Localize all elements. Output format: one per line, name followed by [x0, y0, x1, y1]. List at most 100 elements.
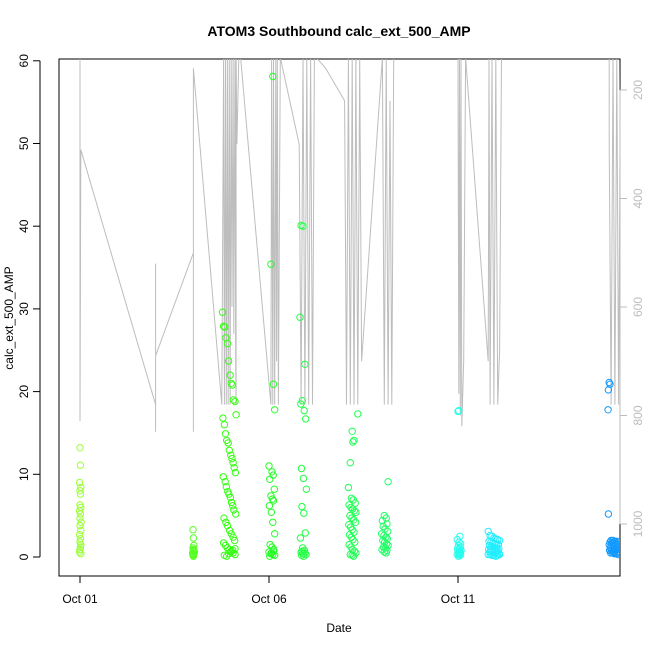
- data-point: [230, 506, 238, 514]
- data-point: [221, 478, 229, 486]
- data-point: [604, 510, 613, 518]
- data-point: [77, 550, 85, 558]
- y-tick-label: 0: [17, 553, 31, 560]
- data-point: [297, 464, 306, 473]
- data-point: [351, 518, 360, 526]
- data-point: [301, 360, 309, 368]
- data-point: [223, 339, 232, 348]
- depth-trace-group: [79, 59, 620, 432]
- data-point: [268, 468, 276, 476]
- data-point: [232, 510, 240, 518]
- data-point: [265, 462, 273, 470]
- data-point: [348, 551, 356, 559]
- data-point: [382, 549, 390, 557]
- data-point: [484, 550, 492, 559]
- data-point: [344, 483, 353, 492]
- data-point: [220, 421, 229, 429]
- data-point: [77, 526, 85, 535]
- data-point: [299, 474, 308, 483]
- right-tick-label: 800: [631, 405, 645, 425]
- data-point: [300, 509, 308, 517]
- data-point: [270, 485, 278, 493]
- data-point: [228, 454, 236, 463]
- data-point: [455, 538, 463, 546]
- series-4: [296, 221, 311, 560]
- data-point: [189, 526, 197, 534]
- data-point: [75, 531, 84, 539]
- data-point: [219, 473, 228, 481]
- data-point: [231, 545, 239, 553]
- data-point: [298, 502, 306, 511]
- data-point: [454, 552, 463, 560]
- data-point: [221, 323, 229, 331]
- data-point: [227, 379, 235, 387]
- series-2: [218, 308, 240, 560]
- data-point: [607, 549, 615, 557]
- data-point: [190, 546, 198, 555]
- data-point: [226, 526, 234, 535]
- data-point: [299, 222, 307, 230]
- data-point: [76, 514, 84, 522]
- data-point: [229, 546, 237, 555]
- data-point: [75, 548, 84, 556]
- right-tick-label: 600: [631, 297, 645, 317]
- data-point: [227, 498, 236, 507]
- data-point: [218, 308, 227, 316]
- data-point: [296, 534, 305, 542]
- y-tick-label: 30: [17, 302, 31, 316]
- data-point: [77, 518, 85, 526]
- data-point: [269, 547, 278, 555]
- data-point: [610, 550, 619, 558]
- data-point: [75, 478, 84, 487]
- data-point: [225, 490, 233, 498]
- data-point: [348, 427, 356, 435]
- data-point: [268, 495, 277, 503]
- data-point: [222, 483, 231, 491]
- data-point: [269, 497, 278, 505]
- data-point: [228, 381, 237, 389]
- data-point: [382, 514, 390, 522]
- data-point: [271, 530, 279, 538]
- data-point: [352, 508, 360, 516]
- data-point: [229, 396, 238, 404]
- data-point: [226, 371, 234, 379]
- series-1: [188, 526, 198, 560]
- data-point: [604, 406, 612, 414]
- y-tick-label: 20: [17, 385, 31, 399]
- data-point: [224, 439, 232, 447]
- series-6: [377, 478, 392, 557]
- data-point: [230, 536, 239, 545]
- data-point: [606, 380, 614, 388]
- data-point: [384, 478, 392, 486]
- data-point: [302, 415, 310, 423]
- data-point: [189, 550, 197, 559]
- data-point: [347, 494, 356, 502]
- right-tick-label: 1000: [631, 510, 645, 537]
- data-point: [455, 406, 463, 415]
- data-point: [488, 551, 496, 559]
- data-point: [298, 397, 306, 405]
- data-point: [226, 493, 235, 502]
- data-point: [267, 549, 276, 557]
- data-point: [76, 535, 85, 543]
- data-point: [346, 459, 354, 467]
- data-point: [189, 534, 198, 542]
- data-point: [76, 444, 84, 452]
- y-tick-label: 60: [17, 54, 31, 68]
- data-point: [269, 72, 277, 81]
- data-point: [348, 514, 356, 522]
- data-point: [269, 380, 278, 388]
- data-point: [231, 468, 240, 477]
- data-point: [300, 552, 308, 560]
- data-point: [296, 313, 304, 321]
- data-point: [454, 407, 462, 416]
- series-9: [604, 378, 620, 559]
- data-point: [220, 514, 228, 522]
- series-8: [484, 527, 504, 560]
- data-point: [495, 550, 504, 559]
- data-point: [221, 430, 230, 438]
- y-tick-label: 40: [17, 219, 31, 233]
- x-tick-label: Oct 01: [62, 592, 98, 606]
- data-point: [229, 502, 237, 510]
- data-point: [227, 451, 235, 459]
